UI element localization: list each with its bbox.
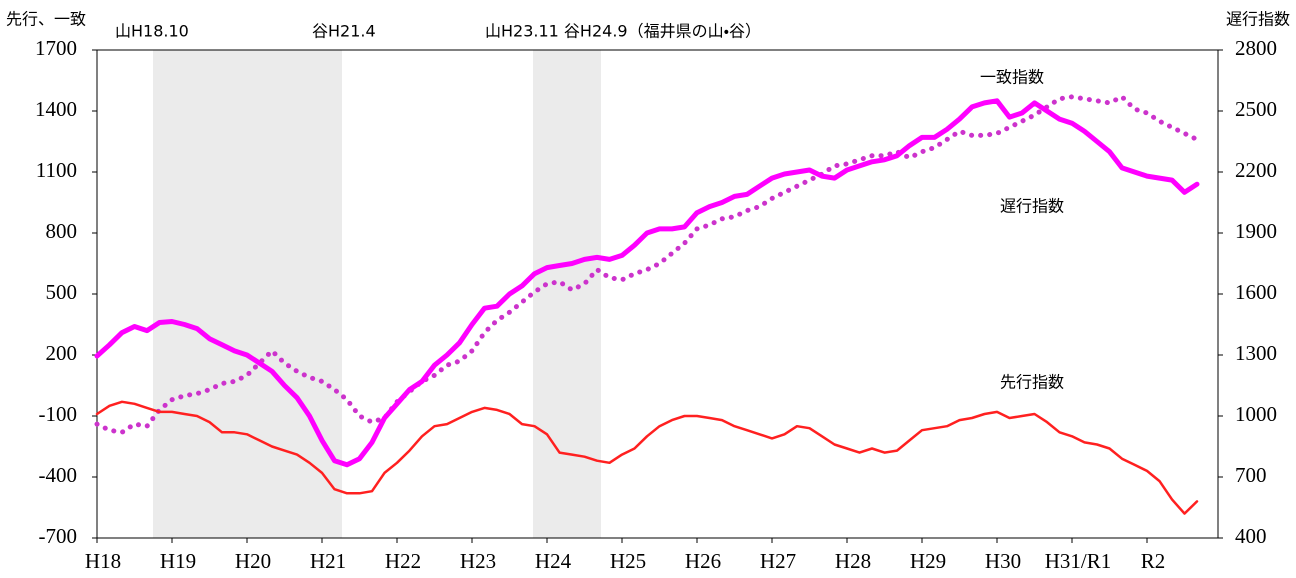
y2-tick-label: 2800 bbox=[1235, 36, 1277, 60]
y-tick-label: 800 bbox=[46, 219, 78, 243]
shade bbox=[533, 50, 601, 538]
annotation: 山H18.10 bbox=[115, 22, 189, 41]
shade bbox=[153, 50, 342, 538]
series-line bbox=[94, 94, 1200, 435]
x-tick-label: H22 bbox=[385, 549, 421, 573]
x-tick-label: H19 bbox=[160, 549, 196, 573]
series-line bbox=[95, 400, 1199, 515]
y2-tick-label: 1000 bbox=[1235, 402, 1277, 426]
x-tick-label: H24 bbox=[535, 549, 572, 573]
x-tick-label: H29 bbox=[910, 549, 946, 573]
x-tick-label: R2 bbox=[1141, 549, 1166, 573]
y-label: 先行、一致 bbox=[6, 10, 86, 29]
y2-tick-label: 700 bbox=[1235, 463, 1267, 487]
x-tick-label: H30 bbox=[985, 549, 1021, 573]
y-tick-label: 1400 bbox=[35, 97, 77, 121]
x-tick-label: H26 bbox=[685, 549, 721, 573]
x-tick-label: H25 bbox=[610, 549, 646, 573]
x-tick-label: H31/R1 bbox=[1045, 549, 1112, 573]
y-tick-label: -100 bbox=[39, 402, 78, 426]
y2-tick-label: 400 bbox=[1235, 524, 1267, 548]
y2-tick-label: 1600 bbox=[1235, 280, 1277, 304]
y-tick-label: -400 bbox=[39, 463, 78, 487]
x-tick-label: H18 bbox=[85, 549, 121, 573]
series-label: 一致指数 bbox=[980, 68, 1044, 87]
y2-tick-label: 2200 bbox=[1235, 158, 1277, 182]
series-label: 先行指数 bbox=[1000, 373, 1064, 392]
y-tick-label: 1100 bbox=[36, 158, 77, 182]
series-label: 遅行指数 bbox=[1000, 197, 1064, 216]
x-tick-label: H21 bbox=[310, 549, 346, 573]
y-tick-label: 1700 bbox=[35, 36, 77, 60]
y-tick-label: 200 bbox=[46, 341, 78, 365]
y2-tick-label: 2500 bbox=[1235, 97, 1277, 121]
series-line bbox=[94, 98, 1200, 468]
x-tick-label: H20 bbox=[235, 549, 271, 573]
x-tick-label: H28 bbox=[835, 549, 871, 573]
y-tick-label: 500 bbox=[46, 280, 78, 304]
x-tick-label: H27 bbox=[760, 549, 796, 573]
x-tick-label: H23 bbox=[460, 549, 496, 573]
y2-tick-label: 1900 bbox=[1235, 219, 1277, 243]
annotation: 山H23.11 谷H24.9（福井県の山・谷） bbox=[485, 22, 761, 41]
annotation: 谷H21.4 bbox=[312, 22, 376, 41]
y-tick-label: -700 bbox=[39, 524, 78, 548]
y2-tick-label: 1300 bbox=[1235, 341, 1277, 365]
y2-label: 遅行指数 bbox=[1226, 10, 1290, 29]
